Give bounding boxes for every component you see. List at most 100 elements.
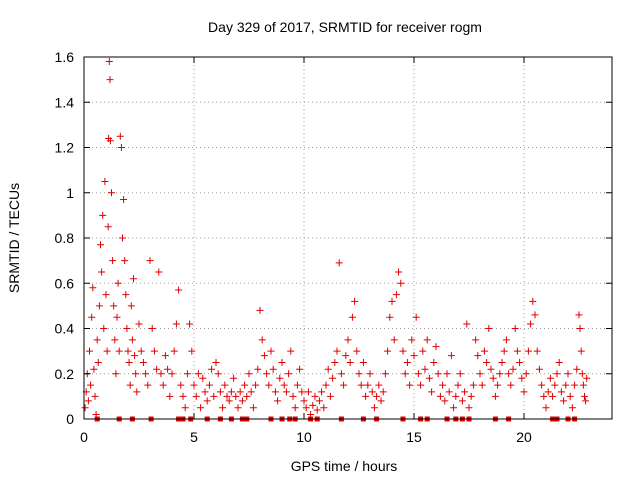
data-point (265, 381, 273, 389)
data-point (553, 370, 561, 378)
data-point (487, 365, 495, 373)
data-point (529, 297, 537, 305)
data-point (370, 404, 378, 412)
data-point (269, 365, 277, 373)
data-point (302, 404, 310, 412)
data-point (201, 388, 209, 396)
data-point (212, 358, 220, 366)
data-point (384, 347, 392, 355)
data-point (544, 388, 552, 396)
data-point (197, 404, 205, 412)
data-point (130, 275, 137, 283)
data-point (282, 388, 290, 396)
data-point (188, 347, 196, 355)
data-point (97, 241, 104, 249)
data-point (249, 404, 257, 412)
data-point (364, 381, 372, 389)
data-point (210, 392, 218, 400)
data-point (542, 404, 550, 412)
data-point (131, 352, 139, 360)
data-point (311, 392, 319, 400)
data-point (285, 370, 293, 378)
data-point (549, 392, 557, 400)
data-point (571, 381, 579, 389)
data-point (443, 370, 451, 378)
data-point (480, 347, 488, 355)
x-tick-label: 20 (516, 429, 532, 445)
data-point (102, 291, 110, 299)
data-point (436, 392, 444, 400)
data-point (190, 381, 198, 389)
chart-title: Day 329 of 2017, SRMTID for receiver rog… (208, 19, 482, 35)
data-point (101, 177, 109, 185)
data-point (540, 392, 548, 400)
data-point (110, 302, 118, 310)
data-point (238, 397, 246, 405)
data-point (112, 370, 120, 378)
data-point (137, 347, 145, 355)
data-point (395, 268, 403, 276)
data-point (124, 347, 132, 355)
data-point (186, 320, 194, 328)
data-point (236, 388, 244, 396)
data-point (95, 302, 103, 310)
data-point (123, 325, 131, 332)
y-tick-label: 0.8 (55, 230, 75, 246)
data-point (472, 336, 480, 344)
y-tick-label: 1.6 (55, 49, 75, 65)
data-point (243, 392, 251, 400)
data-point (454, 381, 462, 389)
data-point (280, 381, 288, 389)
data-point (538, 381, 546, 389)
data-point (223, 392, 231, 400)
grid (84, 57, 612, 419)
data-point (461, 388, 469, 396)
data-point (119, 234, 126, 242)
data-point (555, 358, 563, 366)
data-point (155, 268, 163, 276)
data-point (87, 381, 95, 389)
data-point (351, 297, 359, 305)
data-point (252, 381, 260, 389)
data-point (267, 347, 275, 355)
data-point (414, 370, 422, 378)
data-point (401, 370, 409, 378)
data-point (478, 381, 486, 389)
data-point (177, 381, 185, 389)
data-point (256, 306, 264, 314)
data-point (366, 370, 374, 378)
data-point (113, 313, 121, 321)
y-axis-label: SRMTID / TECUs (6, 183, 22, 293)
data-point (94, 358, 102, 366)
data-point (582, 397, 590, 405)
data-point (127, 302, 135, 310)
data-point (507, 381, 515, 389)
data-point (135, 320, 143, 328)
data-point (157, 370, 165, 378)
data-point (485, 325, 493, 332)
data-point (139, 358, 147, 366)
data-point (291, 404, 299, 412)
data-point (278, 358, 286, 366)
data-point (132, 370, 140, 378)
data-point (469, 381, 477, 389)
y-tick-label: 0.4 (55, 321, 75, 337)
data-point (289, 392, 297, 400)
data-point (583, 374, 591, 382)
data-point (298, 388, 306, 396)
y-tick-label: 1 (66, 185, 74, 201)
data-point (120, 196, 128, 204)
data-point (128, 336, 136, 344)
data-point (91, 392, 99, 400)
data-point (353, 347, 361, 355)
data-point (205, 381, 213, 389)
data-point (357, 381, 365, 389)
data-points (81, 58, 591, 422)
data-point (333, 347, 341, 355)
data-point (430, 358, 438, 366)
data-point (447, 352, 455, 360)
data-point (410, 352, 418, 360)
data-point (164, 365, 172, 373)
data-point (300, 397, 308, 405)
data-point (142, 370, 150, 378)
